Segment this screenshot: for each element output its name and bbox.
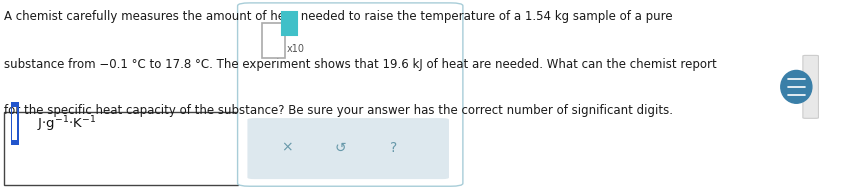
FancyBboxPatch shape bbox=[282, 12, 297, 35]
FancyBboxPatch shape bbox=[803, 55, 818, 118]
Text: for the specific heat capacity of the substance? Be sure your answer has the cor: for the specific heat capacity of the su… bbox=[4, 104, 673, 117]
Ellipse shape bbox=[781, 70, 812, 103]
FancyBboxPatch shape bbox=[262, 23, 285, 58]
FancyBboxPatch shape bbox=[10, 102, 12, 145]
FancyBboxPatch shape bbox=[10, 102, 19, 107]
Text: A chemist carefully measures the amount of heat needed to raise the temperature : A chemist carefully measures the amount … bbox=[4, 10, 673, 23]
FancyBboxPatch shape bbox=[238, 3, 463, 186]
Text: substance from −0.1 °C to 17.8 °C. The experiment shows that 19.6 kJ of heat are: substance from −0.1 °C to 17.8 °C. The e… bbox=[4, 58, 717, 71]
Text: J$\cdot$g$^{-1}$$\cdot$K$^{-1}$: J$\cdot$g$^{-1}$$\cdot$K$^{-1}$ bbox=[37, 115, 96, 134]
Text: x10: x10 bbox=[286, 44, 304, 54]
Text: ↺: ↺ bbox=[334, 141, 346, 155]
Text: ?: ? bbox=[389, 141, 397, 155]
FancyBboxPatch shape bbox=[4, 112, 238, 185]
Text: ×: × bbox=[281, 141, 292, 155]
FancyBboxPatch shape bbox=[10, 140, 19, 145]
FancyBboxPatch shape bbox=[247, 118, 449, 179]
FancyBboxPatch shape bbox=[17, 102, 19, 145]
